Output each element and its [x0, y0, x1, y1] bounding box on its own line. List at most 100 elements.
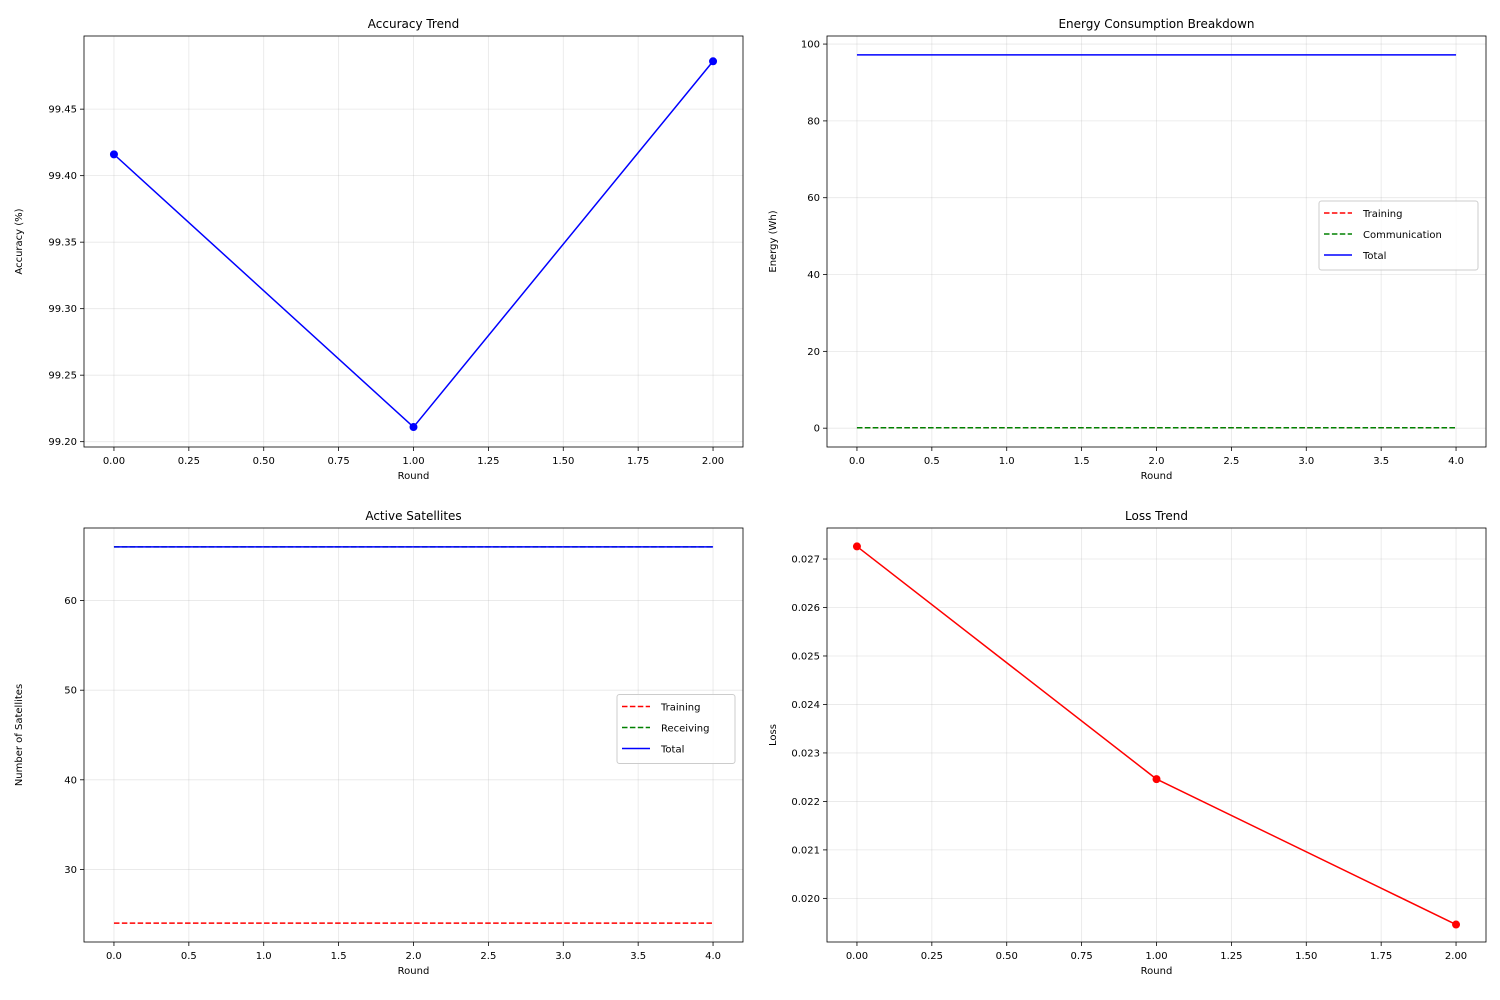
x-tick-label: 2.0 — [406, 951, 422, 962]
y-tick-label: 0.027 — [791, 555, 820, 566]
y-axis-label: Energy (Wh) — [768, 210, 779, 272]
x-tick-label: 1.75 — [1370, 951, 1392, 962]
x-tick-label: 0.50 — [253, 456, 275, 467]
x-tick-label: 0.75 — [327, 456, 349, 467]
x-tick-label: 0.00 — [846, 951, 868, 962]
x-tick-label: 0.25 — [178, 456, 200, 467]
subplot-3: 0.0 0.5 1.0 1.5 2.0 2.5 3.0 3.5 4.0 30 40 50 60 Activ… — [14, 509, 744, 977]
x-tick-label: 1.50 — [552, 456, 574, 467]
x-tick-label: 1.00 — [402, 456, 424, 467]
x-tick-label: 2.00 — [1445, 951, 1467, 962]
y-tick-label: 50 — [64, 686, 77, 697]
y-tick-label: 99.35 — [48, 238, 77, 249]
data-point — [1452, 920, 1461, 929]
x-tick-label: 2.0 — [1149, 456, 1165, 467]
x-axis-label: Round — [1141, 966, 1173, 977]
y-tick-label: 0.021 — [791, 845, 820, 856]
tick-group: 0.0 0.5 1.0 1.5 2.0 2.5 3.0 3.5 4.0 0 20 40 60 80 100 — [801, 40, 1464, 467]
x-tick-label: 0.75 — [1070, 951, 1092, 962]
y-tick-label: 80 — [807, 116, 820, 127]
x-tick-label: 0.25 — [921, 951, 943, 962]
x-tick-label: 1.75 — [627, 456, 649, 467]
x-tick-label: 3.0 — [1298, 456, 1314, 467]
axes-frame — [826, 35, 1487, 448]
x-tick-label: 2.00 — [702, 456, 724, 467]
grid-lines — [84, 36, 743, 447]
y-tick-label: 60 — [807, 193, 820, 204]
x-tick-label: 1.0 — [256, 951, 272, 962]
x-axis-label: Round — [398, 966, 430, 977]
data-point — [852, 542, 861, 551]
y-tick-label: 0.026 — [791, 603, 820, 614]
series-line — [852, 542, 1461, 929]
y-tick-label: 99.45 — [48, 105, 77, 116]
x-tick-label: 1.25 — [1220, 951, 1242, 962]
y-tick-label: 0 — [814, 424, 820, 435]
y-tick-label: 60 — [64, 596, 77, 607]
y-tick-label: 30 — [64, 865, 77, 876]
legend-label-communication: Communication — [1363, 230, 1442, 241]
x-tick-label: 3.0 — [555, 951, 571, 962]
x-tick-label: 1.0 — [999, 456, 1015, 467]
x-tick-label: 4.0 — [1448, 456, 1464, 467]
y-tick-label: 40 — [807, 270, 820, 281]
y-tick-label: 0.020 — [791, 894, 820, 905]
y-tick-label: 0.022 — [791, 797, 820, 808]
legend-label-training: Training — [660, 703, 700, 714]
y-tick-label: 99.40 — [48, 171, 77, 182]
x-tick-label: 1.50 — [1295, 951, 1317, 962]
chart-title: Accuracy Trend — [368, 17, 459, 31]
chart-title: Energy Consumption Breakdown — [1058, 17, 1254, 31]
y-tick-label: 100 — [801, 40, 820, 51]
y-tick-label: 0.023 — [791, 748, 820, 759]
x-tick-label: 0.5 — [181, 951, 197, 962]
y-tick-label: 0.025 — [791, 651, 820, 662]
x-tick-label: 0.0 — [106, 951, 122, 962]
x-tick-label: 1.5 — [331, 951, 347, 962]
axes-frame — [83, 527, 744, 943]
subplot-2: 0.0 0.5 1.0 1.5 2.0 2.5 3.0 3.5 4.0 0 20 40 60 80 100 E… — [768, 17, 1487, 482]
grid-lines — [827, 528, 1486, 942]
x-axis-label: Round — [398, 471, 430, 482]
x-tick-label: 1.25 — [477, 456, 499, 467]
data-point — [709, 57, 718, 66]
x-tick-label: 1.00 — [1145, 951, 1167, 962]
x-tick-label: 0.5 — [924, 456, 940, 467]
series-line — [109, 57, 718, 432]
axes-frame — [826, 527, 1487, 943]
x-tick-label: 2.5 — [1223, 456, 1239, 467]
y-tick-label: 20 — [807, 347, 820, 358]
grid-lines — [84, 528, 743, 942]
tick-group: 0.00 0.25 0.50 0.75 1.00 1.25 1.50 1.75 2.00 99.2… — [48, 105, 724, 467]
x-tick-label: 0.0 — [849, 456, 865, 467]
legend-label-training: Training — [1362, 209, 1402, 220]
x-tick-label: 4.0 — [705, 951, 721, 962]
chart-title: Active Satellites — [365, 509, 461, 523]
x-tick-label: 1.5 — [1074, 456, 1090, 467]
legend-label-total: Total — [1362, 251, 1386, 262]
legend-frame — [616, 694, 736, 764]
x-tick-label: 0.50 — [996, 951, 1018, 962]
y-tick-label: 0.024 — [791, 700, 820, 711]
legend-label-total: Total — [660, 745, 684, 756]
y-tick-label: 99.20 — [48, 437, 77, 448]
y-axis-label: Accuracy (%) — [14, 208, 25, 274]
x-tick-label: 0.00 — [103, 456, 125, 467]
tick-group: 0.0 0.5 1.0 1.5 2.0 2.5 3.0 3.5 4.0 30 40 50 60 — [64, 596, 721, 962]
legend: Training Communication Total — [1318, 200, 1479, 271]
y-tick-label: 99.30 — [48, 304, 77, 315]
y-axis-label: Loss — [768, 724, 779, 746]
x-tick-label: 3.5 — [630, 951, 646, 962]
x-tick-label: 3.5 — [1373, 456, 1389, 467]
tick-group: 0.00 0.25 0.50 0.75 1.00 1.25 1.50 1.75 2.00 0.02… — [791, 555, 1467, 962]
x-tick-label: 2.5 — [480, 951, 496, 962]
y-tick-label: 40 — [64, 775, 77, 786]
legend-frame — [1318, 200, 1479, 271]
y-axis-label: Number of Satellites — [14, 684, 25, 786]
subplot-4: 0.00 0.25 0.50 0.75 1.00 1.25 1.50 1.75 2.00 0.02… — [768, 509, 1487, 977]
data-point — [1152, 775, 1161, 784]
y-tick-label: 99.25 — [48, 371, 77, 382]
axes-frame — [83, 35, 744, 448]
data-point — [109, 150, 118, 159]
